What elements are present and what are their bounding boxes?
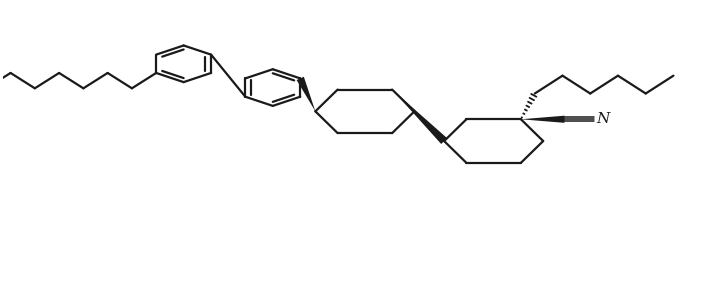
- Polygon shape: [392, 90, 447, 144]
- Polygon shape: [297, 77, 315, 111]
- Text: N: N: [596, 112, 609, 126]
- Polygon shape: [521, 116, 564, 123]
